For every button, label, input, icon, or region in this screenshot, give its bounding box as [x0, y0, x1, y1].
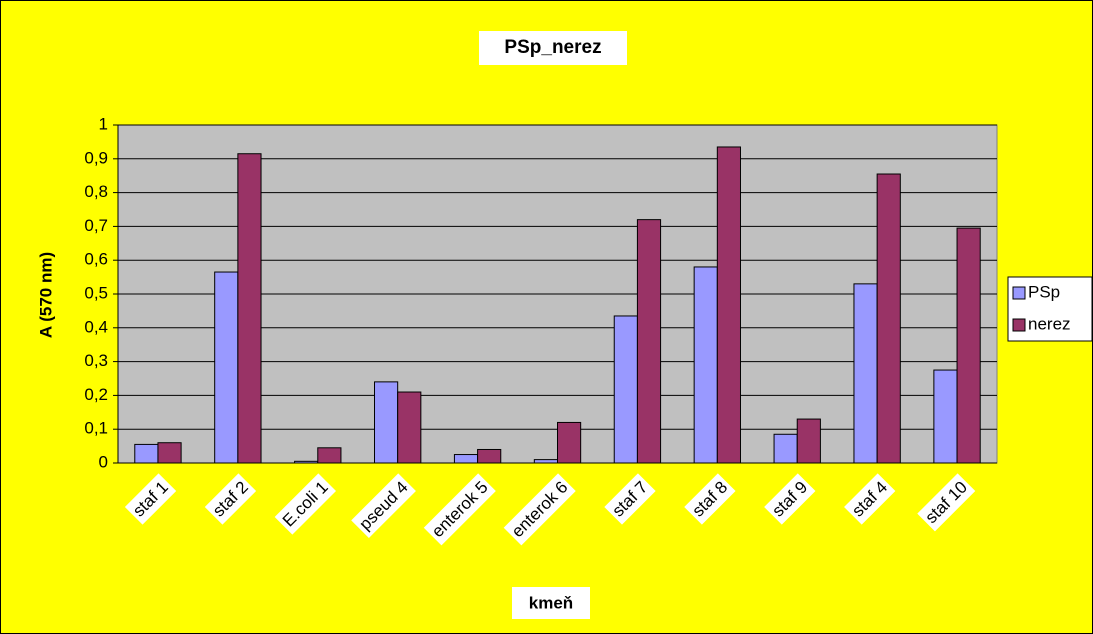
bar: [237, 153, 262, 464]
y-tick-label: 0,4: [84, 317, 108, 336]
bar: [636, 219, 662, 464]
bar: [853, 283, 878, 464]
legend-label: PSp: [1028, 282, 1060, 301]
bar: [397, 391, 422, 464]
bar: [557, 421, 582, 464]
y-tick-label: 0,5: [84, 283, 108, 302]
y-axis-label: A (570 nm): [36, 252, 55, 338]
bar: [374, 381, 399, 464]
x-axis-label: kmeň: [529, 593, 573, 612]
x-tick-box: [204, 473, 257, 525]
bar: [773, 433, 798, 464]
x-tick-box: [604, 473, 656, 525]
bar: [157, 442, 182, 464]
y-tick-label: 0,7: [84, 216, 108, 235]
x-tick-box: [124, 473, 177, 525]
title-box: [479, 31, 627, 65]
bar: [317, 447, 342, 464]
bar: [956, 227, 981, 464]
bar: [933, 369, 958, 464]
x-tick-box: [503, 473, 576, 546]
y-tick-label: 0,3: [84, 351, 108, 370]
bar: [693, 266, 718, 464]
chart-title: PSp_nerez: [504, 37, 601, 58]
y-tick-label: 1: [99, 114, 108, 133]
y-tick-label: 0,6: [84, 250, 108, 269]
x-tick-box: [844, 473, 896, 525]
bar: [477, 448, 502, 464]
x-label-box: [512, 587, 590, 619]
y-tick-label: 0,8: [84, 182, 108, 201]
x-tick-box: [684, 473, 736, 525]
x-tick-box: [351, 473, 416, 539]
bar: [134, 443, 159, 464]
bar: [214, 271, 239, 464]
bar: [796, 418, 821, 464]
x-tick-group: staf 9: [764, 473, 816, 525]
bar: [876, 173, 901, 464]
x-tick-box: [423, 473, 496, 546]
bar: [716, 146, 741, 464]
y-tick-label: 0,2: [84, 385, 108, 404]
legend-swatch: [1012, 286, 1026, 300]
y-tick-label: 0: [99, 452, 108, 471]
bar: [294, 460, 319, 464]
x-tick-box: [274, 473, 337, 535]
bar: [533, 459, 558, 464]
x-tick-box: [764, 473, 816, 525]
legend-label: nerez: [1028, 314, 1071, 333]
bar: [613, 315, 638, 464]
legend-swatch: [1012, 318, 1026, 332]
x-tick-box: [917, 473, 976, 532]
y-tick-label: 0,1: [84, 419, 108, 438]
y-tick-label: 0,9: [84, 148, 108, 167]
bar: [453, 454, 479, 464]
